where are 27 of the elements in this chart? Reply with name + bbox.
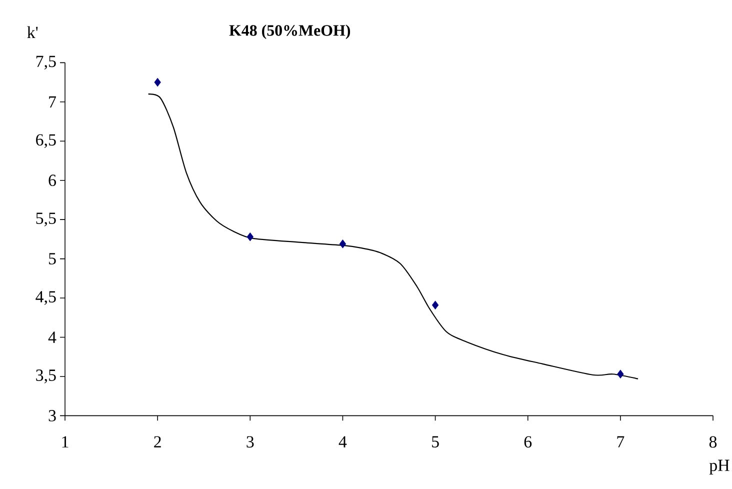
y-tick-label: 4,5 bbox=[36, 291, 56, 305]
point bbox=[339, 239, 346, 248]
x-tick-label: 2 bbox=[154, 436, 161, 448]
x-tick-label: 1 bbox=[62, 436, 68, 448]
point bbox=[246, 232, 254, 242]
x-tick-label: 5 bbox=[432, 436, 439, 448]
point bbox=[617, 370, 624, 379]
x-tick-label: 7 bbox=[617, 436, 624, 448]
y-tick-label: 7 bbox=[49, 96, 56, 108]
y-tick-label: 6,5 bbox=[36, 134, 56, 148]
x-tick-label: 6 bbox=[524, 436, 532, 448]
x-tick-label: 8 bbox=[709, 436, 717, 448]
x-axis-title: pH bbox=[709, 460, 730, 474]
point bbox=[432, 300, 439, 310]
y-tick-label: 5 bbox=[49, 253, 56, 264]
y-tick-label: 4 bbox=[48, 332, 56, 343]
chart-title: K48 (50%MeOH) bbox=[229, 24, 350, 40]
y-axis-title: k' bbox=[27, 26, 38, 38]
y-tick-label: 3,5 bbox=[36, 370, 56, 384]
x-tick-label: 3 bbox=[246, 436, 254, 448]
point bbox=[154, 78, 161, 87]
y-tick-label: 5,5 bbox=[36, 212, 56, 226]
y-tick-label: 6 bbox=[48, 174, 56, 186]
line-series bbox=[148, 94, 639, 380]
y-tick-label: 3 bbox=[48, 410, 56, 422]
x-tick-label: 4 bbox=[338, 436, 347, 448]
y-tick-label: 7,5 bbox=[36, 56, 56, 70]
